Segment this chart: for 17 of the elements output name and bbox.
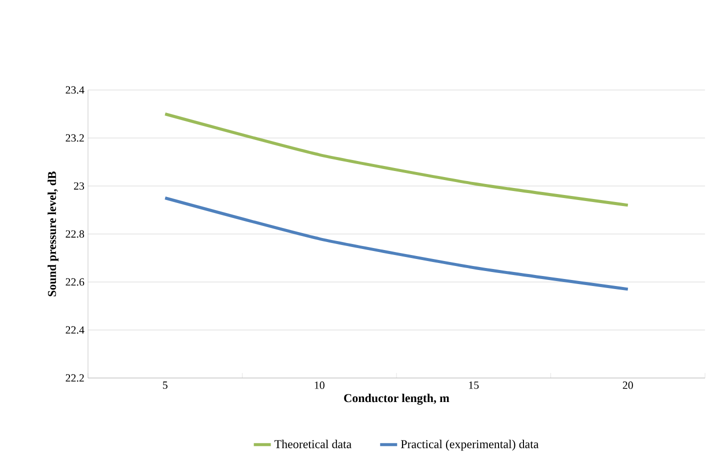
legend-label: Theoretical data bbox=[274, 440, 352, 448]
legend-label: Practical (experimental) data bbox=[400, 440, 539, 451]
x-axis-title: Conductor length, m bbox=[344, 394, 450, 405]
y-tick-label: 23 bbox=[74, 182, 84, 190]
line-series bbox=[164, 196, 630, 291]
y-tick-label: 23.4 bbox=[66, 86, 84, 94]
y-tick-label: 23.2 bbox=[66, 134, 84, 142]
x-tick-label: 10 bbox=[314, 382, 324, 389]
y-tick-label: 22.8 bbox=[66, 230, 84, 238]
x-tick-label: 15 bbox=[469, 382, 479, 389]
y-tick-label: 22.4 bbox=[66, 326, 84, 334]
x-tick-label: 5 bbox=[163, 382, 168, 389]
line-series bbox=[164, 112, 630, 207]
x-tick-label: 20 bbox=[622, 382, 633, 389]
y-axis-title: Sound pressure level, dB bbox=[48, 171, 58, 296]
y-tick-label: 22.6 bbox=[66, 278, 84, 286]
y-tick-label: 22.2 bbox=[66, 374, 84, 382]
